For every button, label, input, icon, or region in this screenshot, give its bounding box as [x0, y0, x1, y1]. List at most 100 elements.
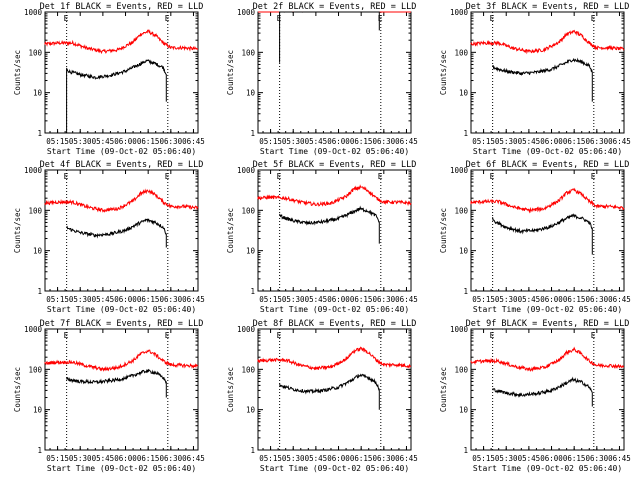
y-tick-label: 100 — [454, 206, 468, 215]
y-tick-label: 100 — [241, 365, 255, 374]
x-tick-label: 06:00 — [540, 137, 563, 146]
y-tick-label: 100 — [28, 48, 42, 57]
y-tick-label: 1 — [463, 129, 468, 138]
x-tick-label: 05:15 — [259, 137, 282, 146]
events-series-line — [279, 11, 380, 63]
x-tick-label: 05:30 — [495, 137, 518, 146]
x-axis-label: Start Time (09-Oct-02 05:06:40) — [473, 147, 622, 156]
x-axis-label: Start Time (09-Oct-02 05:06:40) — [47, 305, 196, 314]
y-tick-label: 1000 — [450, 325, 469, 334]
x-tick-label: 06:30 — [373, 137, 396, 146]
y-axis-label: Counts/sec — [13, 50, 22, 95]
events-series-line — [279, 205, 380, 244]
y-axis-label: Counts/sec — [439, 50, 448, 95]
y-tick-label: 1 — [37, 287, 42, 296]
chart-panel-5: Det 5f BLACK = Events, RED = LLD 1 10 100 10… — [226, 160, 418, 314]
plot-frame — [257, 11, 412, 134]
x-tick-label: 05:15 — [472, 137, 495, 146]
x-tick-label: 06:45 — [182, 295, 205, 304]
y-tick-label: 1000 — [237, 325, 256, 334]
x-tick-label: 06:30 — [586, 295, 609, 304]
plot-frame — [44, 169, 199, 292]
y-tick-label: 1000 — [24, 325, 43, 334]
event-marker-label: E — [277, 331, 282, 340]
x-tick-label: 06:30 — [373, 295, 396, 304]
event-marker-label: E — [64, 331, 69, 340]
x-tick-label: 05:30 — [69, 295, 92, 304]
x-tick-label: 06:30 — [160, 137, 183, 146]
x-tick-label: 06:15 — [563, 295, 586, 304]
y-tick-label: 1000 — [24, 8, 43, 17]
x-tick-label: 06:30 — [160, 295, 183, 304]
x-axis-label: Start Time (09-Oct-02 05:06:40) — [47, 147, 196, 156]
chart-title: Det 6f BLACK = Events, RED = LLD — [466, 160, 630, 170]
chart-panel-9: Det 9f BLACK = Events, RED = LLD 1 10 100 10… — [439, 319, 631, 473]
event-marker-label: E — [378, 14, 383, 23]
x-tick-label: 06:00 — [327, 454, 350, 463]
x-axis-label: Start Time (09-Oct-02 05:06:40) — [260, 305, 409, 314]
x-axis-label: Start Time (09-Oct-02 05:06:40) — [473, 464, 622, 473]
events-series-line — [66, 218, 167, 248]
x-tick-label: 05:45 — [92, 454, 115, 463]
x-tick-label: 06:15 — [563, 137, 586, 146]
y-axis-label: Counts/sec — [439, 208, 448, 253]
event-marker-label: E — [490, 172, 495, 181]
y-tick-label: 1000 — [450, 166, 469, 175]
y-tick-label: 1 — [250, 287, 255, 296]
lld-series-line — [44, 188, 199, 213]
y-tick-label: 1 — [250, 446, 255, 455]
x-tick-label: 05:15 — [46, 454, 69, 463]
plot-frame — [470, 169, 625, 292]
x-tick-label: 06:15 — [137, 137, 160, 146]
x-tick-label: 06:45 — [395, 137, 418, 146]
y-tick-label: 1000 — [237, 8, 256, 17]
y-tick-label: 100 — [241, 48, 255, 57]
events-series-line — [492, 376, 593, 407]
lld-series-line — [470, 346, 624, 372]
y-tick-label: 10 — [246, 89, 256, 98]
chart-title: Det 8f BLACK = Events, RED = LLD — [253, 319, 417, 329]
x-axis-label: Start Time (09-Oct-02 05:06:40) — [260, 464, 409, 473]
plot-frame — [470, 328, 625, 451]
x-tick-label: 06:00 — [114, 454, 137, 463]
y-tick-label: 10 — [33, 89, 43, 98]
chart-title: Det 1f BLACK = Events, RED = LLD — [40, 2, 204, 12]
x-tick-label: 05:30 — [282, 137, 305, 146]
y-axis-label: Counts/sec — [13, 208, 22, 253]
chart-panel-1: Det 1f BLACK = Events, RED = LLD 1 10 100 10… — [13, 2, 205, 156]
y-tick-label: 1000 — [450, 8, 469, 17]
y-tick-label: 10 — [459, 406, 469, 415]
events-series-line — [66, 368, 167, 398]
x-tick-label: 05:15 — [46, 295, 69, 304]
event-marker-label: E — [277, 172, 282, 181]
x-tick-label: 05:15 — [259, 295, 282, 304]
y-tick-label: 1000 — [237, 166, 256, 175]
x-tick-label: 05:15 — [472, 295, 495, 304]
x-tick-label: 05:30 — [495, 295, 518, 304]
x-tick-label: 05:30 — [282, 295, 305, 304]
x-tick-label: 06:45 — [608, 137, 631, 146]
chart-panel-6: Det 6f BLACK = Events, RED = LLD 1 10 100 10… — [439, 160, 631, 314]
x-tick-label: 05:45 — [92, 137, 115, 146]
lld-series-line — [257, 184, 412, 207]
lld-series-line — [44, 349, 199, 372]
y-tick-label: 1000 — [24, 166, 43, 175]
chart-title: Det 2f BLACK = Events, RED = LLD — [253, 2, 417, 12]
y-tick-label: 10 — [246, 406, 256, 415]
chart-panel-3: Det 3f BLACK = Events, RED = LLD 1 10 100 10… — [439, 2, 631, 156]
x-tick-label: 06:45 — [395, 295, 418, 304]
x-tick-label: 06:15 — [563, 454, 586, 463]
x-tick-label: 06:00 — [327, 295, 350, 304]
event-marker-label: E — [64, 14, 69, 23]
x-tick-label: 05:30 — [495, 454, 518, 463]
chart-panel-4: Det 4f BLACK = Events, RED = LLD 1 10 100 10… — [13, 160, 205, 314]
x-tick-label: 06:00 — [327, 137, 350, 146]
x-tick-label: 06:00 — [114, 295, 137, 304]
x-tick-label: 05:45 — [305, 454, 328, 463]
event-marker-label: E — [64, 172, 69, 181]
x-tick-label: 05:45 — [518, 295, 541, 304]
x-tick-label: 05:15 — [46, 137, 69, 146]
x-tick-label: 06:45 — [395, 454, 418, 463]
y-axis-label: Counts/sec — [226, 208, 235, 253]
